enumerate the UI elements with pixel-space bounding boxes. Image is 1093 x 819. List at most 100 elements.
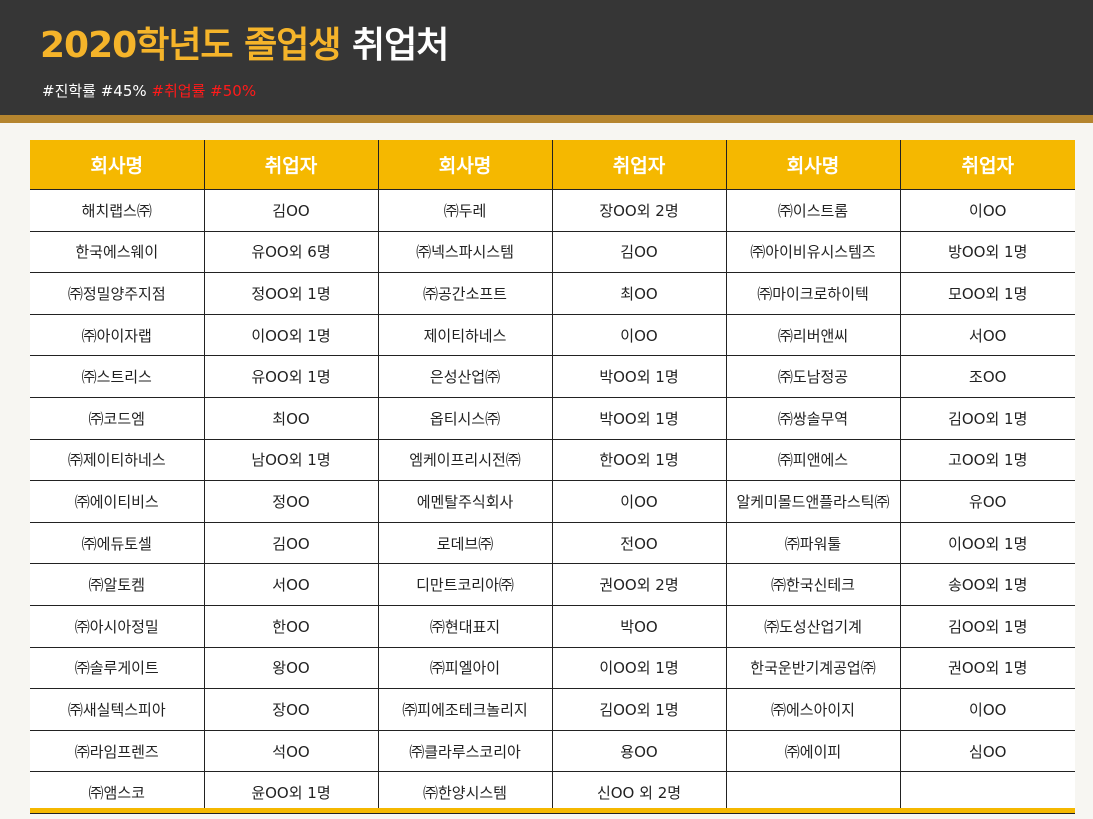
company-cell: ㈜이스트롬 <box>725 189 900 232</box>
column-header-employee: 취업자 <box>551 140 726 190</box>
employee-cell: 남OO외 1명 <box>203 439 378 482</box>
company-cell: ㈜피에조테크놀리지 <box>377 688 552 731</box>
employee-cell: 한OO <box>203 605 378 648</box>
employee-cell: 김OO외 1명 <box>551 688 726 731</box>
company-cell: ㈜아이자랩 <box>30 314 204 357</box>
table-bottom-rule <box>30 808 1075 813</box>
employee-cell: 방OO외 1명 <box>899 231 1075 274</box>
company-cell: ㈜에스아이지 <box>725 688 900 731</box>
advance-rate-tag: #진학률 #45% <box>42 82 147 100</box>
company-cell: ㈜제이티하네스 <box>30 439 204 482</box>
employee-cell: 이OO <box>551 314 726 357</box>
table-row: ㈜아이자랩 이OO외 1명 제이티하네스 이OO ㈜리버앤씨 서OO <box>30 314 1075 357</box>
employee-cell: 심OO <box>899 730 1075 773</box>
table-row: ㈜새실텍스피아 장OO ㈜피에조테크놀리지 김OO외 1명 ㈜에스아이지 이OO <box>30 688 1075 731</box>
company-cell: 한국에스웨이 <box>30 231 204 274</box>
column-header-company: 회사명 <box>725 140 900 190</box>
company-cell: ㈜정밀양주지점 <box>30 272 204 315</box>
table-row: ㈜라임프렌즈 석OO ㈜클라루스코리아 용OO ㈜에이피 심OO <box>30 730 1075 773</box>
table-row: ㈜스트리스 유OO외 1명 은성산업㈜ 박OO외 1명 ㈜도남정공 조OO <box>30 355 1075 398</box>
company-cell: ㈜에이피 <box>725 730 900 773</box>
table-row: ㈜에이티비스 정OO 에멘탈주식회사 이OO 알케미몰드앤플라스틱㈜ 유OO <box>30 480 1075 523</box>
employee-cell: 김OO <box>203 189 378 232</box>
company-cell: ㈜피엘아이 <box>377 647 552 690</box>
company-cell: ㈜에듀토셀 <box>30 522 204 565</box>
table-row: ㈜알토켐 서OO 디만트코리아㈜ 권OO외 2명 ㈜한국신테크 송OO외 1명 <box>30 563 1075 606</box>
table-row: ㈜에듀토셀 김OO 로데브㈜ 전OO ㈜파워툴 이OO외 1명 <box>30 522 1075 565</box>
company-cell: ㈜리버앤씨 <box>725 314 900 357</box>
employee-cell: 박OO외 1명 <box>551 355 726 398</box>
employee-cell: 이OO외 1명 <box>203 314 378 357</box>
employee-cell: 모OO외 1명 <box>899 272 1075 315</box>
table-row: ㈜솔루게이트 왕OO ㈜피엘아이 이OO외 1명 한국운반기계공업㈜ 권OO외 1명 <box>30 647 1075 690</box>
table-row: 해치랩스㈜ 김OO ㈜두레 장OO외 2명 ㈜이스트롬 이OO <box>30 189 1075 232</box>
employee-cell: 유OO외 6명 <box>203 231 378 274</box>
company-cell: ㈜솔루게이트 <box>30 647 204 690</box>
employee-cell: 유OO외 1명 <box>203 355 378 398</box>
employee-cell: 윤OO외 1명 <box>203 771 378 814</box>
company-cell: ㈜코드엠 <box>30 397 204 440</box>
employee-cell: 서OO <box>203 563 378 606</box>
company-cell: ㈜스트리스 <box>30 355 204 398</box>
company-cell: 옵티시스㈜ <box>377 397 552 440</box>
title-year: 2020학년도 졸업생 <box>40 25 341 66</box>
employee-cell: 이OO <box>551 480 726 523</box>
header-divider <box>0 115 1093 123</box>
company-cell: ㈜새실텍스피아 <box>30 688 204 731</box>
employment-rate-tag: #취업률 #50% <box>151 82 257 100</box>
employee-cell: 김OO외 1명 <box>899 397 1075 440</box>
employee-cell: 권OO외 2명 <box>551 563 726 606</box>
column-header-employee: 취업자 <box>899 140 1075 190</box>
page-header: 2020학년도 졸업생 취업처 #진학률 #45% #취업률 #50% <box>0 0 1093 115</box>
employee-cell: 송OO외 1명 <box>899 563 1075 606</box>
employee-cell: 유OO <box>899 480 1075 523</box>
employee-cell <box>899 771 1075 814</box>
company-cell: 엠케이프리시전㈜ <box>377 439 552 482</box>
company-cell: 로데브㈜ <box>377 522 552 565</box>
employee-cell: 고OO외 1명 <box>899 439 1075 482</box>
company-cell: 에멘탈주식회사 <box>377 480 552 523</box>
table-row: ㈜제이티하네스 남OO외 1명 엠케이프리시전㈜ 한OO외 1명 ㈜피앤에스 고OO외 1… <box>30 439 1075 482</box>
employee-cell: 이OO외 1명 <box>899 522 1075 565</box>
employee-cell: 김OO외 1명 <box>899 605 1075 648</box>
company-cell: ㈜마이크로하이텍 <box>725 272 900 315</box>
employee-cell: 김OO <box>203 522 378 565</box>
company-cell: ㈜도성산업기계 <box>725 605 900 648</box>
company-cell: ㈜아시아정밀 <box>30 605 204 648</box>
company-cell: ㈜한국신테크 <box>725 563 900 606</box>
company-cell: 해치랩스㈜ <box>30 189 204 232</box>
table-row: ㈜코드엠 최OO 옵티시스㈜ 박OO외 1명 ㈜쌍솔무역 김OO외 1명 <box>30 397 1075 440</box>
employee-cell: 최OO <box>551 272 726 315</box>
company-cell: 제이티하네스 <box>377 314 552 357</box>
company-cell: ㈜아이비유시스템즈 <box>725 231 900 274</box>
column-header-company: 회사명 <box>377 140 552 190</box>
company-cell: ㈜쌍솔무역 <box>725 397 900 440</box>
company-cell: ㈜라임프렌즈 <box>30 730 204 773</box>
company-cell: ㈜에이티비스 <box>30 480 204 523</box>
employee-cell: 장OO <box>203 688 378 731</box>
table-row: 한국에스웨이 유OO외 6명 ㈜넥스파시스템 김OO ㈜아이비유시스템즈 방OO외 1명 <box>30 231 1075 274</box>
employee-cell: 신OO 외 2명 <box>551 771 726 814</box>
employee-cell: 서OO <box>899 314 1075 357</box>
company-cell: ㈜현대표지 <box>377 605 552 648</box>
company-cell: ㈜파워툴 <box>725 522 900 565</box>
employee-cell: 이OO <box>899 688 1075 731</box>
title-rest: 취업처 <box>352 25 449 66</box>
page-title: 2020학년도 졸업생 취업처 <box>40 16 449 68</box>
rate-tags: #진학률 #45% #취업률 #50% <box>42 80 256 101</box>
company-cell: 디만트코리아㈜ <box>377 563 552 606</box>
company-cell: ㈜넥스파시스템 <box>377 231 552 274</box>
employee-cell: 김OO <box>551 231 726 274</box>
employee-cell: 전OO <box>551 522 726 565</box>
employee-cell: 최OO <box>203 397 378 440</box>
employee-cell: 한OO외 1명 <box>551 439 726 482</box>
employee-cell: 정OO외 1명 <box>203 272 378 315</box>
company-cell: 은성산업㈜ <box>377 355 552 398</box>
table-row: ㈜정밀양주지점 정OO외 1명 ㈜공간소프트 최OO ㈜마이크로하이텍 모OO외 1명 <box>30 272 1075 315</box>
company-cell: ㈜피앤에스 <box>725 439 900 482</box>
employee-cell: 장OO외 2명 <box>551 189 726 232</box>
employee-cell: 박OO외 1명 <box>551 397 726 440</box>
company-cell: ㈜알토켐 <box>30 563 204 606</box>
company-cell: 알케미몰드앤플라스틱㈜ <box>725 480 900 523</box>
employment-table: 회사명 취업자 회사명 취업자 회사명 취업자 해치랩스㈜ 김OO ㈜두레 장OO외 2명 ㈜이스… <box>30 140 1075 814</box>
